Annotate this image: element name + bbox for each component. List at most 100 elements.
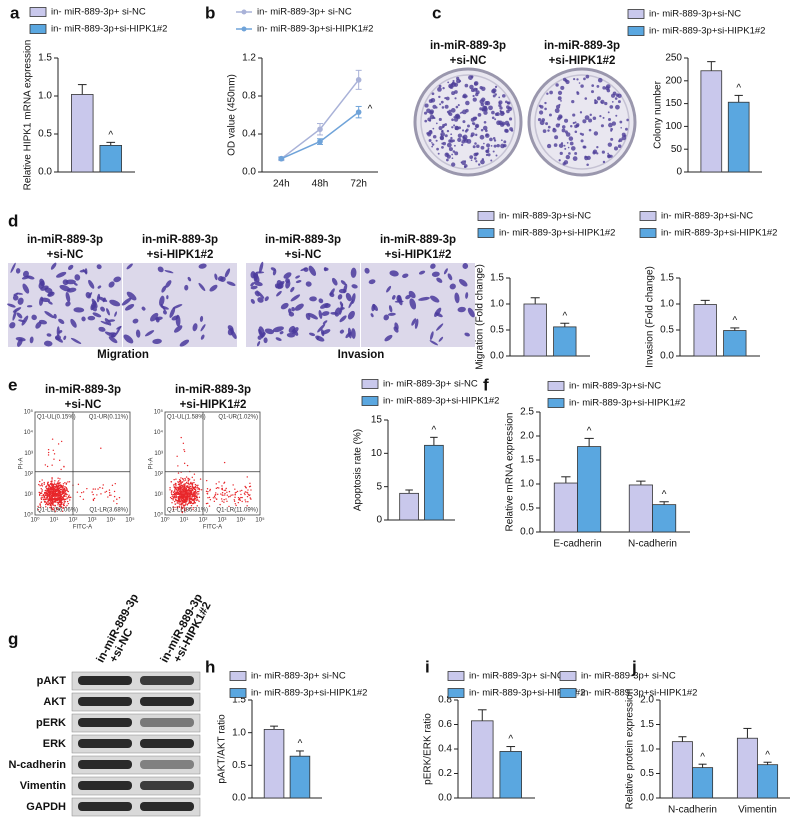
cell (254, 291, 260, 297)
colony (564, 130, 568, 134)
event (183, 508, 186, 510)
colony (564, 147, 567, 150)
quadrant-label: Q1-LL(96.06%) (37, 508, 78, 514)
cell (100, 306, 106, 312)
event (58, 492, 61, 495)
event (82, 491, 85, 493)
colony (460, 161, 463, 164)
event (221, 500, 223, 502)
colony (476, 144, 480, 149)
colony (570, 125, 573, 128)
event (58, 487, 60, 489)
y-tick-label: 2.0 (520, 431, 534, 442)
event (41, 489, 43, 491)
x-tick-label: N-cadherin (668, 805, 717, 816)
event (196, 505, 198, 507)
cell (458, 278, 468, 287)
colony (559, 151, 563, 155)
image-caption: in-miR-889-3p (380, 234, 456, 246)
event (216, 486, 219, 489)
colony (567, 146, 570, 149)
cell (164, 270, 174, 274)
event (187, 482, 190, 485)
event (104, 491, 106, 493)
panel-letter: i (425, 657, 430, 676)
event (184, 503, 187, 505)
bar (671, 741, 693, 799)
colony (573, 77, 576, 81)
event (60, 440, 63, 443)
event (54, 505, 56, 507)
event (188, 499, 190, 502)
colony (580, 139, 584, 143)
panel-letter: g (8, 629, 18, 648)
event (194, 486, 196, 488)
cell (125, 303, 135, 311)
colony (487, 148, 490, 151)
event (178, 493, 180, 495)
cell (227, 327, 234, 336)
event (53, 482, 56, 484)
cell (290, 294, 301, 302)
y-axis-label: pAKT/AKT ratio (217, 714, 228, 784)
event (223, 482, 225, 484)
event (181, 485, 184, 487)
event (116, 498, 118, 500)
legend-label: in- miR-889-3p+ si-NC (469, 671, 564, 682)
y-tick-label: 1.5 (520, 455, 534, 466)
colony (462, 120, 466, 124)
event (66, 500, 69, 503)
cell (53, 313, 57, 319)
event (197, 499, 199, 501)
event (54, 493, 56, 495)
event (172, 484, 175, 486)
event (241, 496, 243, 499)
event (92, 488, 94, 490)
x-tick-label: N-cadherin (628, 539, 677, 550)
colony (555, 83, 559, 87)
event (50, 483, 52, 486)
event (178, 480, 181, 483)
event (51, 501, 53, 503)
significance-mark: ^ (736, 83, 741, 94)
cell (15, 337, 26, 342)
event (171, 502, 173, 504)
event (92, 499, 95, 502)
event (193, 481, 195, 484)
event (215, 492, 217, 494)
legend-label: in- miR-889-3p+si-HIPK1#2 (51, 24, 167, 35)
event (47, 488, 49, 490)
event (51, 477, 53, 479)
event (54, 510, 57, 512)
colony (493, 144, 497, 148)
colony (544, 101, 547, 105)
event (244, 499, 246, 501)
event (187, 495, 189, 497)
colony (611, 100, 614, 103)
event (190, 493, 192, 495)
event (62, 507, 64, 510)
flow-tick-label: 10² (69, 518, 78, 524)
cell (38, 280, 45, 289)
bar (628, 484, 653, 533)
colony (503, 143, 507, 148)
event (113, 500, 115, 502)
event (208, 505, 211, 507)
bar (757, 764, 779, 799)
event (179, 504, 181, 506)
cell (47, 291, 54, 297)
colony (466, 138, 472, 144)
cell (340, 307, 345, 310)
event (191, 485, 194, 488)
flow-y-label: PI-A (149, 458, 155, 470)
event (58, 480, 60, 482)
legend-swatch (361, 396, 379, 406)
colony (601, 150, 605, 154)
y-axis-label: Relative HIPK1 mRNA expression (23, 40, 34, 191)
event (51, 504, 54, 506)
event (174, 493, 176, 496)
event (190, 487, 193, 489)
event (188, 478, 191, 480)
y-tick-label: 1.0 (520, 479, 534, 490)
event (55, 494, 58, 496)
